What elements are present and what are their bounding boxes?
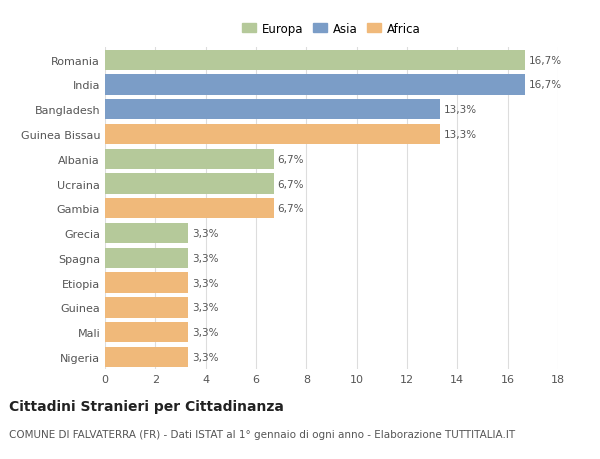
Bar [105, 50, 525, 71]
Text: COMUNE DI FALVATERRA (FR) - Dati ISTAT al 1° gennaio di ogni anno - Elaborazione: COMUNE DI FALVATERRA (FR) - Dati ISTAT a… [9, 429, 515, 439]
Bar [105, 224, 188, 244]
Bar [105, 75, 525, 95]
Text: 3,3%: 3,3% [192, 229, 218, 239]
Bar [105, 124, 440, 145]
Bar [105, 322, 188, 342]
Text: 3,3%: 3,3% [192, 303, 218, 313]
Text: 3,3%: 3,3% [192, 327, 218, 337]
Bar [105, 297, 188, 318]
Bar [105, 347, 188, 367]
Legend: Europa, Asia, Africa: Europa, Asia, Africa [238, 19, 425, 39]
Bar [105, 149, 274, 169]
Text: 16,7%: 16,7% [529, 80, 562, 90]
Text: 13,3%: 13,3% [443, 130, 476, 140]
Text: 3,3%: 3,3% [192, 278, 218, 288]
Text: 16,7%: 16,7% [529, 56, 562, 66]
Text: 6,7%: 6,7% [277, 179, 304, 189]
Bar [105, 248, 188, 269]
Bar [105, 273, 188, 293]
Text: 6,7%: 6,7% [277, 154, 304, 164]
Text: 3,3%: 3,3% [192, 352, 218, 362]
Text: 3,3%: 3,3% [192, 253, 218, 263]
Bar [105, 100, 440, 120]
Text: 6,7%: 6,7% [277, 204, 304, 214]
Bar [105, 174, 274, 194]
Text: Cittadini Stranieri per Cittadinanza: Cittadini Stranieri per Cittadinanza [9, 399, 284, 413]
Bar [105, 199, 274, 219]
Text: 13,3%: 13,3% [443, 105, 476, 115]
